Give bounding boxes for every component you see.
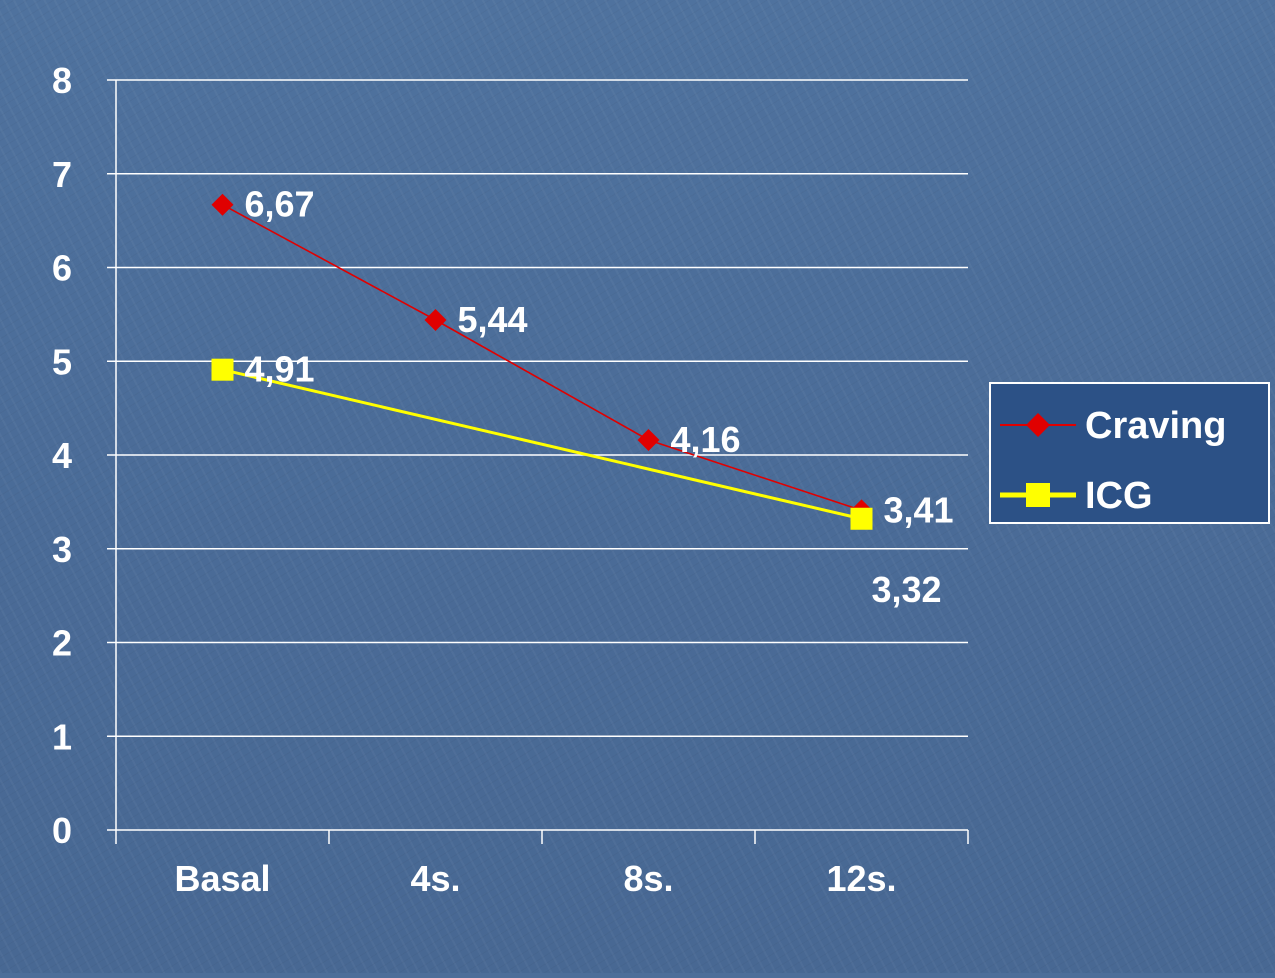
series [211,193,873,530]
data-point-square [211,358,234,381]
x-tick-label: Basal [174,858,270,899]
series-line-craving [222,203,862,512]
y-tick-label: 3 [52,529,72,570]
y-tick-label: 1 [52,716,72,757]
y-tick-label: 4 [52,435,72,476]
data-point-diamond [424,309,447,331]
data-labels: 6,67 5,44 4,16 3,41 4,91 3,32 [245,184,954,610]
square-icon [1026,483,1050,507]
data-point-diamond [637,429,660,451]
gridlines [116,79,968,737]
x-tick-label: 4s. [410,858,460,899]
data-label: 3,32 [872,569,942,610]
legend: Craving ICG [989,382,1270,524]
legend-label: Craving [1085,405,1226,447]
data-label: 6,67 [245,184,315,225]
data-label: 5,44 [458,299,528,340]
data-point-square [850,507,873,530]
y-tick-label: 2 [52,623,72,664]
data-label: 4,16 [671,419,741,460]
data-label: 4,91 [245,349,315,390]
legend-label: ICG [1085,475,1153,517]
y-tick-label: 5 [52,341,72,382]
x-tick-label: 12s. [826,858,896,899]
y-tick-label: 7 [52,154,72,195]
diamond-icon [1026,413,1050,437]
y-tick-label: 6 [52,248,72,289]
data-point-diamond [211,193,234,216]
y-tick-label: 8 [52,60,72,101]
y-tick-label: 0 [52,810,72,851]
series-line-icg [222,368,862,521]
axes: 0 1 2 3 4 5 6 7 8 Basal 4s. 8s. 12s. [52,60,969,899]
data-label: 3,41 [884,489,954,530]
x-tick-label: 8s. [623,858,673,899]
